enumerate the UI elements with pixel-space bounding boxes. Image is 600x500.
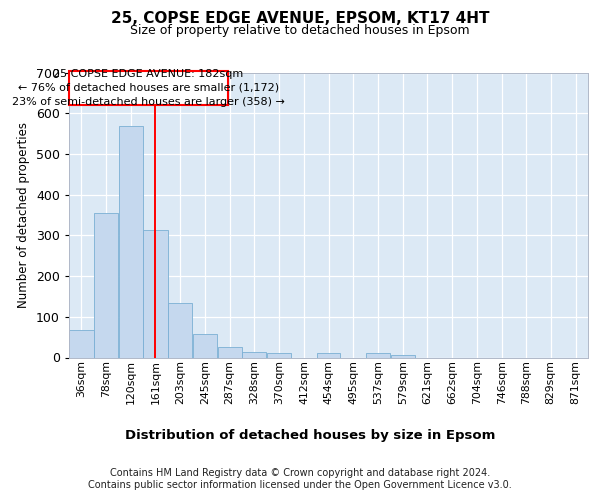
Bar — [119, 126, 143, 358]
Bar — [143, 230, 167, 358]
Text: Distribution of detached houses by size in Epsom: Distribution of detached houses by size … — [125, 428, 496, 442]
Text: 25 COPSE EDGE AVENUE: 182sqm
← 76% of detached houses are smaller (1,172)
23% of: 25 COPSE EDGE AVENUE: 182sqm ← 76% of de… — [12, 68, 285, 108]
Bar — [193, 334, 217, 357]
Bar — [317, 354, 340, 358]
Y-axis label: Number of detached properties: Number of detached properties — [17, 122, 31, 308]
Bar — [242, 352, 266, 358]
Text: 25, COPSE EDGE AVENUE, EPSOM, KT17 4HT: 25, COPSE EDGE AVENUE, EPSOM, KT17 4HT — [111, 11, 489, 26]
Bar — [218, 346, 242, 358]
Text: Contains public sector information licensed under the Open Government Licence v3: Contains public sector information licen… — [88, 480, 512, 490]
Text: Size of property relative to detached houses in Epsom: Size of property relative to detached ho… — [130, 24, 470, 37]
Bar — [391, 356, 415, 358]
Bar — [267, 354, 291, 358]
Bar — [69, 330, 94, 357]
Text: Contains HM Land Registry data © Crown copyright and database right 2024.: Contains HM Land Registry data © Crown c… — [110, 468, 490, 477]
Bar — [366, 354, 390, 358]
Bar — [94, 213, 118, 358]
Bar — [168, 304, 193, 358]
FancyBboxPatch shape — [69, 72, 228, 104]
